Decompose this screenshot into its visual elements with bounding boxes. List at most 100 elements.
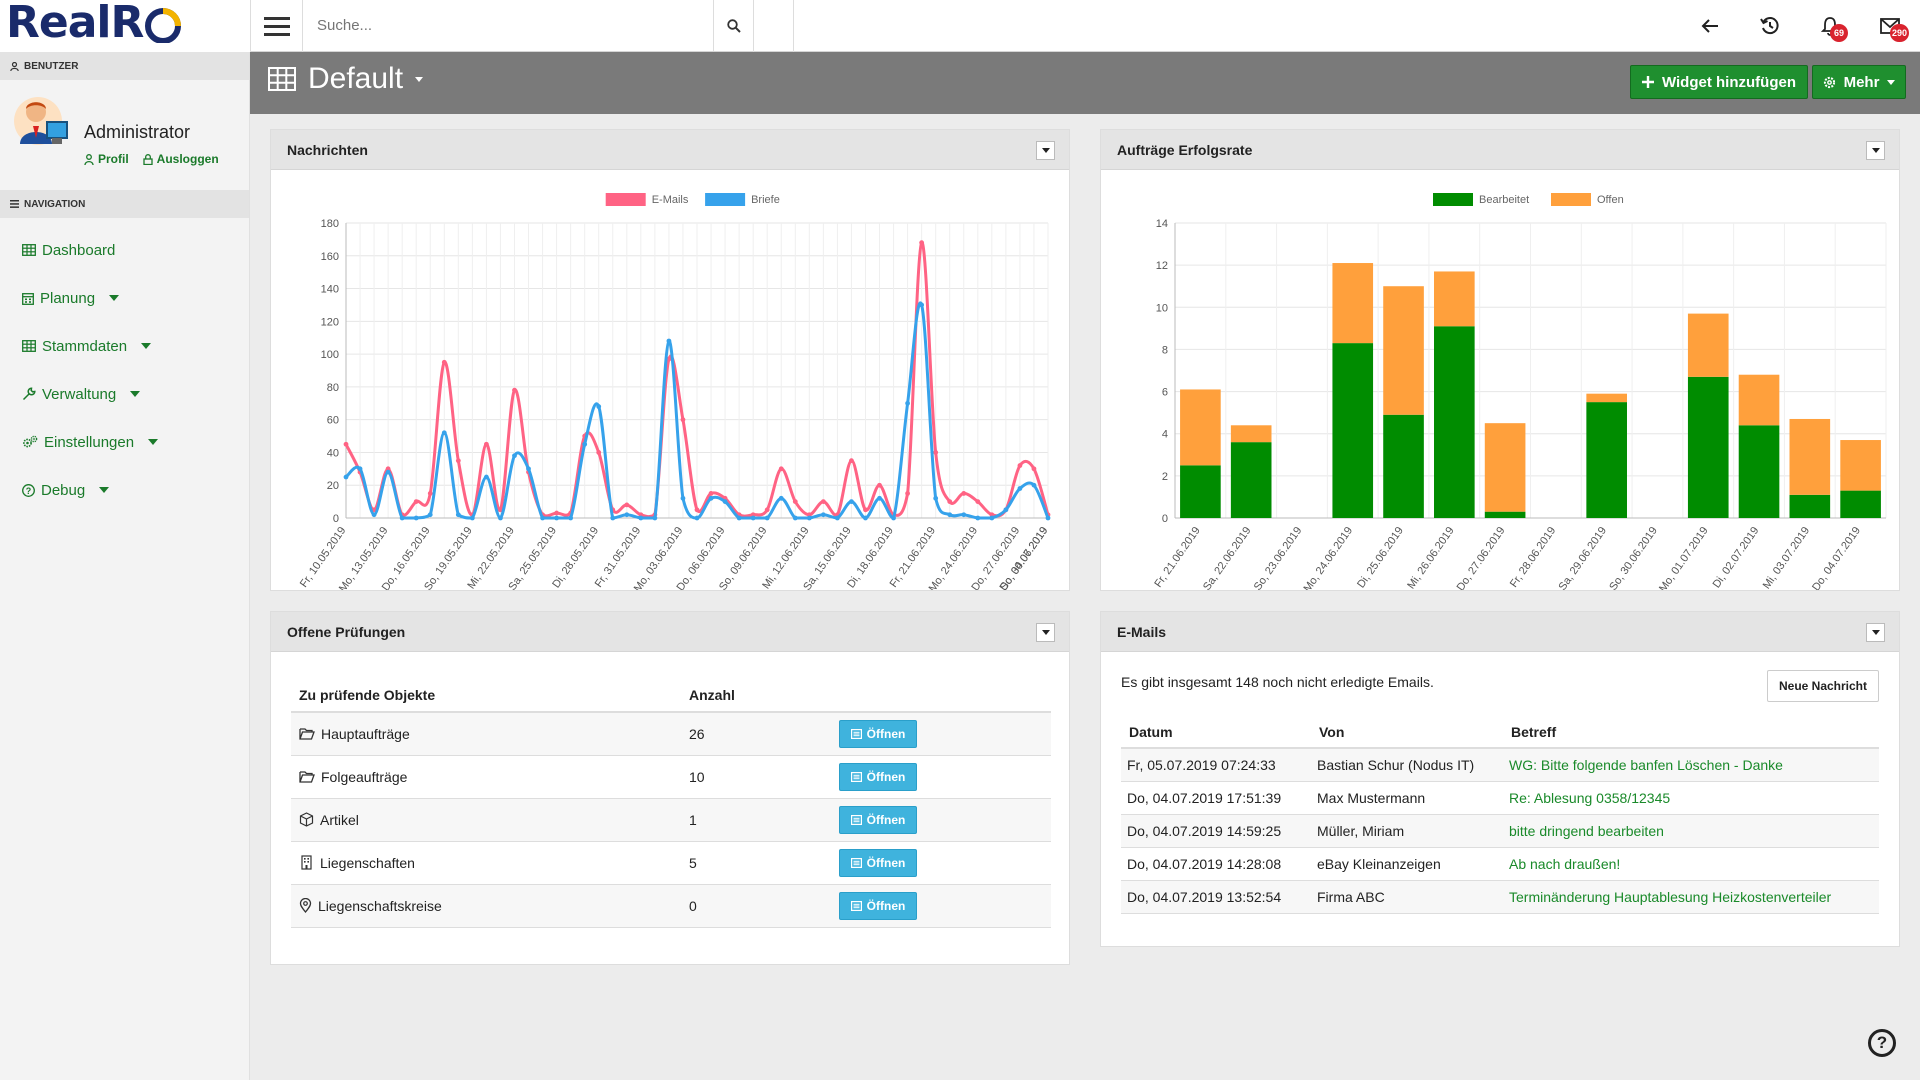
email-date: Fr, 05.07.2019 07:24:33	[1121, 748, 1311, 782]
app-logo[interactable]: RealRute	[0, 0, 250, 92]
emails-summary: Es gibt insgesamt 148 noch nicht erledig…	[1121, 674, 1434, 690]
panel-menu-button[interactable]	[1866, 141, 1885, 160]
object-count: 1	[681, 798, 831, 842]
table-row[interactable]: Do, 04.07.2019 17:51:39 Max Mustermann R…	[1121, 781, 1879, 815]
email-sender: Max Mustermann	[1311, 781, 1503, 815]
panel-menu-button[interactable]	[1866, 623, 1885, 642]
sidebar-item-einstellungen[interactable]: Einstellungen	[0, 418, 249, 466]
open-button[interactable]: Öffnen	[839, 805, 917, 834]
list-alt-icon	[850, 771, 862, 782]
data-point	[596, 404, 602, 409]
email-subject-link[interactable]: Re: Ablesung 0358/12345	[1503, 781, 1879, 815]
help-button[interactable]: ?	[1868, 1029, 1896, 1057]
chevron-down-icon	[1871, 148, 1880, 153]
success-rate-panel-header: Aufträge Erfolgsrate	[1101, 130, 1899, 170]
messages-panel-header: Nachrichten	[271, 130, 1069, 170]
data-point	[455, 512, 461, 518]
search-input[interactable]	[303, 0, 703, 50]
bar-segment	[1180, 389, 1221, 466]
chevron-down-icon	[1041, 148, 1050, 153]
calendar-icon	[22, 292, 34, 305]
legend-swatch	[1551, 193, 1591, 206]
email-date: Do, 04.07.2019 14:28:08	[1121, 847, 1311, 881]
series-line	[344, 301, 1050, 520]
messages-button[interactable]: 290	[1860, 0, 1920, 52]
panel-menu-button[interactable]	[1036, 623, 1055, 642]
data-point	[455, 458, 461, 464]
cube-icon	[299, 812, 314, 827]
open-button[interactable]: Öffnen	[839, 848, 917, 877]
sidebar-item-label: Einstellungen	[44, 433, 135, 451]
data-point	[905, 491, 910, 496]
back-button[interactable]	[1680, 0, 1740, 52]
data-point	[694, 515, 700, 521]
table-row[interactable]: Do, 04.07.2019 13:52:54 Firma ABC Termin…	[1121, 880, 1879, 914]
object-count: 0	[681, 884, 831, 928]
data-point	[722, 499, 728, 505]
question-icon: ?	[1876, 1033, 1888, 1052]
panel-menu-button[interactable]	[1036, 141, 1055, 160]
open-button[interactable]: Öffnen	[839, 891, 917, 920]
x-tick-label: Sa, 22.06.2019	[1201, 525, 1254, 590]
add-widget-button[interactable]: Widget hinzufügen	[1630, 65, 1808, 99]
history-button[interactable]	[1740, 0, 1800, 52]
object-label: Liegenschaften	[320, 854, 415, 871]
table-row: Liegenschaften 5 Öffnen	[291, 841, 1051, 885]
open-button[interactable]: Öffnen	[839, 719, 917, 748]
open-checks-table: Zu prüfende Objekte Anzahl Hauptaufträge…	[291, 678, 1051, 928]
email-subject-link[interactable]: Ab nach draußen!	[1503, 847, 1879, 881]
new-message-button[interactable]: Neue Nachricht	[1767, 670, 1879, 702]
logo-o-mark	[145, 8, 182, 44]
profile-link[interactable]: Profil	[84, 152, 129, 166]
data-point	[484, 474, 489, 480]
y-tick-label: 20	[327, 480, 339, 492]
email-subject-link[interactable]: bitte dringend bearbeiten	[1503, 814, 1879, 848]
col-count-header: Anzahl	[681, 678, 831, 713]
table-row: Hauptaufträge 26 Öffnen	[291, 712, 1051, 756]
table-row[interactable]: Fr, 05.07.2019 07:24:33 Bastian Schur (N…	[1121, 748, 1879, 782]
table-row[interactable]: Do, 04.07.2019 14:28:08 eBay Kleinanzeig…	[1121, 847, 1879, 881]
email-subject-link[interactable]: Terminänderung Hauptablesung Heizkostenv…	[1503, 880, 1879, 914]
navigation-section-header: NAVIGATION	[0, 190, 249, 218]
chevron-down-icon	[148, 439, 159, 445]
notifications-button[interactable]: 69	[1800, 0, 1860, 52]
y-tick-label: 6	[1162, 387, 1168, 399]
sidebar-item-verwaltung[interactable]: Verwaltung	[0, 370, 249, 418]
sidebar-item-debug[interactable]: ? Debug	[0, 466, 249, 514]
more-button[interactable]: Mehr	[1812, 65, 1906, 99]
user-name: Administrator	[84, 122, 191, 142]
email-date: Do, 04.07.2019 17:51:39	[1121, 781, 1311, 815]
legend-label: Offen	[1597, 194, 1624, 206]
logout-link[interactable]: Ausloggen	[143, 152, 219, 166]
data-point	[582, 441, 588, 447]
table-row[interactable]: Do, 04.07.2019 14:59:25 Müller, Miriam b…	[1121, 814, 1879, 848]
data-point	[778, 466, 784, 472]
y-tick-label: 120	[321, 316, 339, 328]
object-label: Liegenschaftskreise	[318, 897, 442, 914]
open-button[interactable]: Öffnen	[839, 762, 917, 791]
data-point	[624, 512, 630, 518]
folder-open-icon	[299, 728, 315, 740]
email-subject-link[interactable]: WG: Bitte folgende banfen Löschen - Dank…	[1503, 748, 1879, 782]
open-button-label: Öffnen	[866, 855, 906, 870]
sidebar-item-planung[interactable]: Planung	[0, 274, 249, 322]
dashboard-selector[interactable]: Default	[268, 62, 424, 96]
list-alt-icon	[850, 814, 862, 825]
data-point	[778, 495, 784, 501]
data-point	[680, 417, 686, 423]
topbar-spacer	[754, 0, 794, 52]
sidebar-item-dashboard[interactable]: Dashboard	[0, 226, 249, 274]
search-button[interactable]	[713, 0, 753, 51]
bar-segment	[1687, 313, 1729, 377]
col-from-header: Von	[1311, 716, 1503, 749]
data-point	[1045, 515, 1051, 521]
open-checks-panel-title: Offene Prüfungen	[287, 623, 406, 640]
data-point	[498, 515, 503, 521]
data-point	[792, 499, 798, 505]
data-point	[961, 512, 967, 518]
sidebar-nav: Dashboard Planung Stammdaten Verwaltung …	[0, 218, 249, 514]
open-button-label: Öffnen	[866, 898, 906, 913]
sidebar-item-stammdaten[interactable]: Stammdaten	[0, 322, 249, 370]
data-point	[413, 515, 419, 521]
menu-toggle-button[interactable]	[250, 0, 302, 52]
